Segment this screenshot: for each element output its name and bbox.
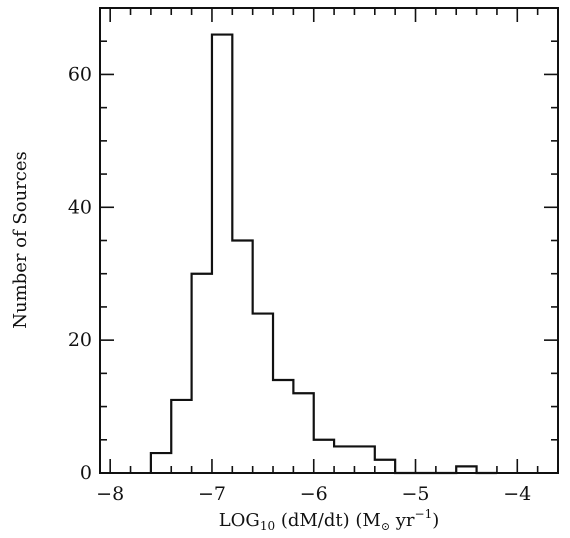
x-axis-label-main: (dM/dt) (M — [275, 510, 381, 531]
x-tick-label: −8 — [96, 483, 124, 505]
x-axis-label-subscript: 10 — [260, 519, 275, 533]
x-tick-label: −4 — [503, 483, 531, 505]
histogram-bins — [151, 35, 477, 473]
x-tick-label: −6 — [300, 483, 328, 505]
histogram-bin — [334, 446, 354, 473]
histogram-bin — [232, 241, 252, 474]
histogram-bin — [375, 460, 395, 473]
histogram-bin — [212, 35, 232, 473]
y-tick-label: 40 — [68, 196, 92, 218]
y-tick-label: 60 — [68, 63, 92, 85]
histogram-bin — [171, 400, 191, 473]
histogram-bin — [151, 453, 171, 473]
histogram-bin — [354, 446, 374, 473]
axis-ticks — [100, 7, 559, 474]
plot-frame — [99, 7, 559, 474]
x-axis-label-superscript: −1 — [415, 507, 433, 521]
x-axis-label-prefix: LOG — [219, 510, 260, 531]
y-axis-label: Number of Sources — [10, 151, 31, 328]
histogram-bin — [192, 274, 212, 473]
sun-symbol: ⊙ — [381, 520, 390, 533]
x-tick-label: −5 — [402, 483, 430, 505]
x-axis-label-close: ) — [432, 510, 439, 531]
histogram-bin — [314, 440, 334, 473]
y-tick-label: 20 — [68, 329, 92, 351]
histogram-bin — [253, 314, 273, 473]
x-axis-label: LOG10 (dM/dt) (M⊙ yr−1) — [219, 507, 440, 533]
x-tick-label: −7 — [198, 483, 226, 505]
histogram-outline — [149, 33, 497, 475]
histogram-bin — [293, 393, 313, 473]
axis-tick-labels: −8 −7 −6 −5 −4 0 20 40 60 — [68, 63, 531, 505]
y-tick-label: 0 — [80, 462, 92, 484]
histogram-bin — [273, 380, 293, 473]
histogram-bin — [456, 466, 476, 473]
x-axis-label-unit: yr — [390, 510, 415, 531]
